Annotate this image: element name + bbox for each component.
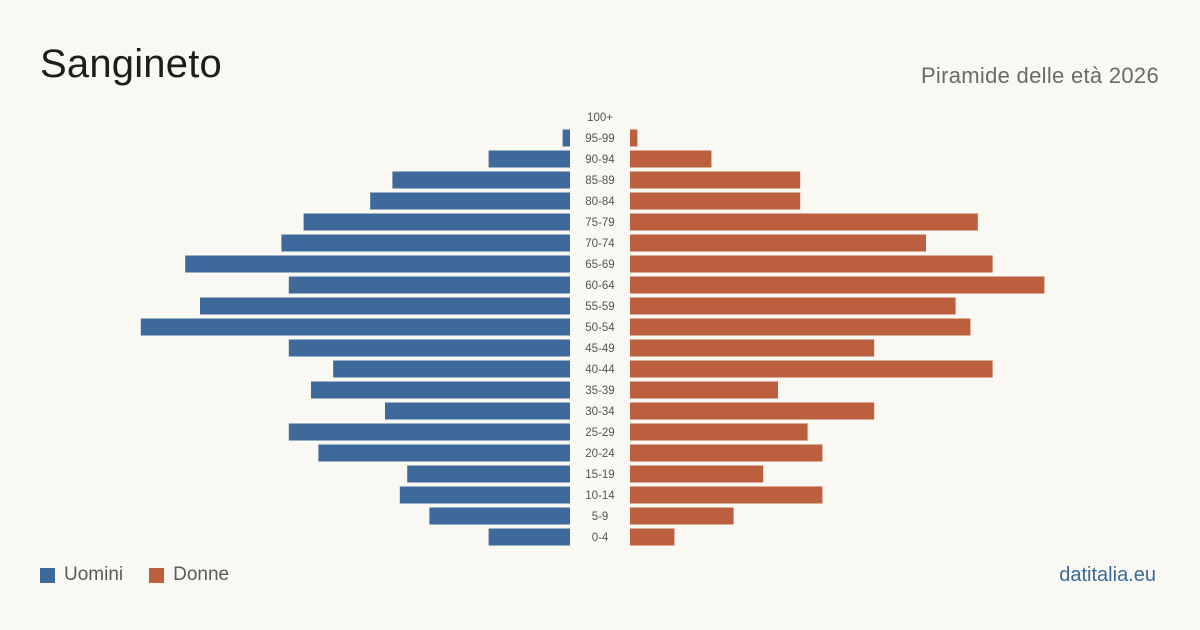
- bar-men-40-44: [333, 360, 570, 378]
- legend-item-men: Uomini: [40, 564, 123, 586]
- chart-subtitle: Piramide delle età 2026: [920, 63, 1159, 88]
- bar-men-35-39: [311, 381, 570, 399]
- bar-women-30-34: [630, 402, 875, 420]
- age-label-80-84: 80-84: [585, 196, 615, 208]
- legend-item-women: Donne: [149, 564, 229, 586]
- bar-women-50-54: [630, 318, 971, 336]
- age-label-15-19: 15-19: [585, 469, 614, 481]
- bar-men-70-74: [281, 234, 570, 252]
- bar-men-0-4: [488, 528, 570, 546]
- age-label-5-9: 5-9: [592, 511, 609, 523]
- bar-women-25-29: [630, 423, 808, 441]
- age-label-10-14: 10-14: [585, 490, 615, 502]
- age-label-65-69: 65-69: [585, 259, 614, 271]
- bar-men-15-19: [407, 465, 570, 483]
- bar-women-0-4: [630, 528, 675, 546]
- bar-women-5-9: [630, 507, 734, 525]
- bar-women-70-74: [630, 234, 926, 252]
- age-label-100+: 100+: [587, 112, 613, 124]
- bar-men-75-79: [303, 213, 570, 231]
- bar-men-10-14: [399, 486, 570, 504]
- bar-women-90-94: [630, 150, 712, 168]
- bar-women-55-59: [630, 297, 956, 315]
- bar-women-60-64: [630, 276, 1045, 294]
- population-pyramid-chart: 100+ 95-99 90-94 85-89 80-84 75-79 70-74 65-69 6…: [140, 112, 1045, 546]
- age-label-50-54: 50-54: [585, 322, 615, 334]
- bar-women-65-69: [630, 255, 993, 273]
- bar-women-35-39: [630, 381, 778, 399]
- age-label-90-94: 90-94: [585, 154, 615, 166]
- age-label-45-49: 45-49: [585, 343, 614, 355]
- page-title: Sangineto: [40, 42, 222, 86]
- bar-women-80-84: [630, 192, 801, 210]
- bar-women-15-19: [630, 465, 764, 483]
- bar-men-95-99: [562, 129, 570, 147]
- age-label-95-99: 95-99: [585, 133, 614, 145]
- age-label-40-44: 40-44: [585, 364, 615, 376]
- bar-men-5-9: [429, 507, 570, 525]
- age-label-55-59: 55-59: [585, 301, 614, 313]
- age-label-60-64: 60-64: [585, 280, 615, 292]
- bar-women-10-14: [630, 486, 823, 504]
- bar-women-95-99: [630, 129, 638, 147]
- age-label-20-24: 20-24: [585, 448, 615, 460]
- legend-label-men: Uomini: [64, 564, 124, 585]
- bar-women-40-44: [630, 360, 993, 378]
- age-label-30-34: 30-34: [585, 406, 615, 418]
- bar-men-90-94: [488, 150, 570, 168]
- bar-women-85-89: [630, 171, 801, 189]
- bar-men-60-64: [288, 276, 570, 294]
- age-label-75-79: 75-79: [585, 217, 614, 229]
- age-label-70-74: 70-74: [585, 238, 615, 250]
- bar-women-75-79: [630, 213, 978, 231]
- bar-men-45-49: [288, 339, 570, 357]
- legend-label-women: Donne: [173, 564, 230, 585]
- bar-men-20-24: [318, 444, 570, 462]
- bar-men-85-89: [392, 171, 570, 189]
- bar-women-45-49: [630, 339, 875, 357]
- bar-men-30-34: [385, 402, 570, 420]
- bar-men-55-59: [200, 297, 570, 315]
- bar-men-80-84: [370, 192, 570, 210]
- bar-women-20-24: [630, 444, 823, 462]
- age-label-25-29: 25-29: [585, 427, 614, 439]
- legend-swatch-men: [40, 567, 55, 583]
- age-label-0-4: 0-4: [592, 532, 609, 544]
- bar-men-50-54: [140, 318, 571, 336]
- legend-swatch-women: [149, 567, 165, 583]
- age-label-85-89: 85-89: [585, 175, 614, 187]
- bar-men-65-69: [185, 255, 570, 273]
- bar-men-25-29: [288, 423, 570, 441]
- legend: Uomini Donne: [40, 564, 255, 586]
- age-label-35-39: 35-39: [585, 385, 614, 397]
- brand-link[interactable]: datitalia.eu: [1059, 564, 1156, 586]
